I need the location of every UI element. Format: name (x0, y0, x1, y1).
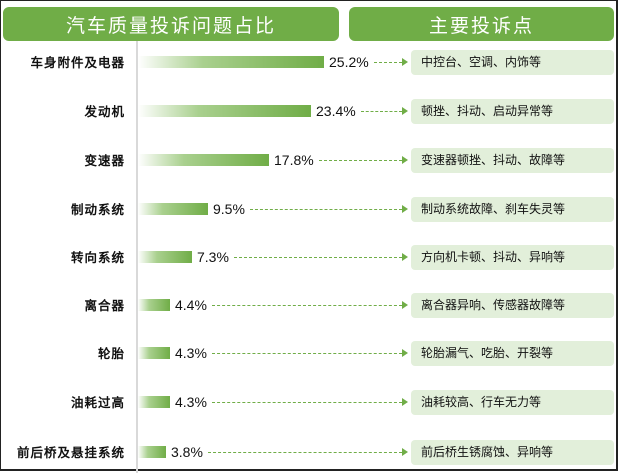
chart-row: 变速器 17.8% 变速器顿挫、抖动、故障等 (0, 148, 620, 173)
connector-dashed-line (211, 353, 402, 354)
connector-dashed-line (233, 257, 402, 258)
complaint-box: 中控台、空调、内饰等 (411, 50, 614, 75)
chart-row: 前后桥及悬挂系统 3.8% 前后桥生锈腐蚀、异响等 (0, 440, 620, 465)
connector-dashed-line (211, 305, 402, 306)
arrow-right-icon (402, 156, 408, 164)
chart-row: 制动系统 9.5% 制动系统故障、刹车失灵等 (0, 197, 620, 222)
chart-title: 汽车质量投诉问题占比 (3, 7, 339, 41)
arrow-right-icon (402, 301, 408, 309)
connector-dashed-line (211, 402, 402, 403)
value-label: 4.3% (175, 345, 207, 361)
value-label: 4.4% (175, 297, 207, 313)
complaint-box: 方向机卡顿、抖动、异响等 (411, 245, 614, 270)
category-label: 转向系统 (70, 250, 125, 265)
arrow-right-icon (402, 58, 408, 66)
bar (138, 347, 170, 359)
chart-row: 离合器 4.4% 离合器异响、传感器故障等 (0, 293, 620, 318)
bar (138, 251, 192, 263)
value-label: 25.2% (329, 54, 369, 70)
arrow-right-icon (402, 398, 408, 406)
arrow-right-icon (402, 253, 408, 261)
category-label: 发动机 (84, 104, 125, 119)
arrow-right-icon (402, 349, 408, 357)
complaint-box: 前后桥生锈腐蚀、异响等 (411, 440, 614, 465)
category-label: 轮胎 (97, 346, 125, 361)
connector-dashed-line (374, 62, 402, 63)
complaint-box: 制动系统故障、刹车失灵等 (411, 197, 614, 222)
bar (138, 446, 166, 458)
arrow-right-icon (402, 448, 408, 456)
category-label: 离合器 (84, 298, 125, 313)
category-label: 变速器 (84, 153, 125, 168)
category-label: 车身附件及电器 (30, 55, 125, 70)
chart-row: 轮胎 4.3% 轮胎漏气、吃胎、开裂等 (0, 341, 620, 366)
bar (138, 56, 324, 68)
category-label: 前后桥及悬挂系统 (16, 445, 125, 460)
chart-row: 发动机 23.4% 顿挫、抖动、启动异常等 (0, 99, 620, 124)
complaints-panel-title: 主要投诉点 (349, 7, 614, 41)
chart-row: 转向系统 7.3% 方向机卡顿、抖动、异响等 (0, 245, 620, 270)
complaint-box: 轮胎漏气、吃胎、开裂等 (411, 341, 614, 366)
complaint-box: 油耗较高、行车无力等 (411, 390, 614, 415)
complaint-box: 变速器顿挫、抖动、故障等 (411, 148, 614, 173)
value-label: 3.8% (171, 444, 203, 460)
complaint-box: 离合器异响、传感器故障等 (411, 293, 614, 318)
connector-dashed-line (249, 209, 402, 210)
complaint-box: 顿挫、抖动、启动异常等 (411, 99, 614, 124)
value-label: 4.3% (175, 394, 207, 410)
category-axis-line (136, 41, 138, 473)
value-label: 9.5% (213, 201, 245, 217)
arrow-right-icon (402, 205, 408, 213)
bar (138, 105, 311, 117)
connector-dashed-line (361, 111, 402, 112)
chart-row: 油耗过高 4.3% 油耗较高、行车无力等 (0, 390, 620, 415)
value-label: 7.3% (197, 249, 229, 265)
chart-row: 车身附件及电器 25.2% 中控台、空调、内饰等 (0, 50, 620, 75)
bar (138, 396, 170, 408)
arrow-right-icon (402, 107, 408, 115)
connector-dashed-line (207, 452, 402, 453)
connector-dashed-line (319, 160, 402, 161)
bar (138, 203, 208, 215)
category-label: 油耗过高 (70, 395, 125, 410)
value-label: 17.8% (274, 152, 314, 168)
value-label: 23.4% (316, 103, 356, 119)
bar (138, 154, 269, 166)
bar (138, 299, 170, 311)
category-label: 制动系统 (70, 202, 125, 217)
